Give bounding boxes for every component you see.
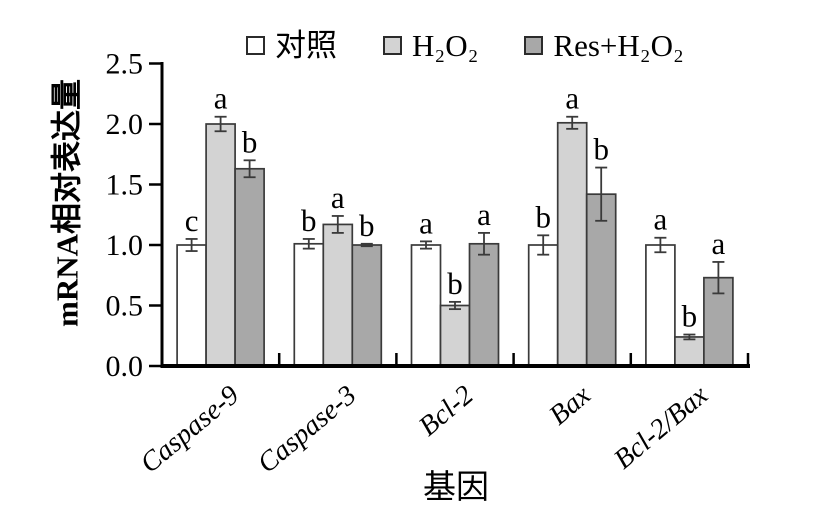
sig-letter: a: [419, 205, 433, 240]
bar: [585, 193, 617, 367]
bar: [527, 244, 559, 367]
sig-letter: b: [301, 203, 317, 238]
legend-swatch-control: [246, 36, 265, 55]
legend-label-res-h2o2: Res+H₂O₂: [553, 28, 684, 63]
legend-item-res-h2o2: Res+H₂O₂: [524, 28, 684, 63]
y-tick-label: 1.5: [106, 169, 144, 202]
y-tick-label: 1.0: [106, 229, 144, 262]
x-category-label: Caspase-3: [252, 380, 362, 480]
bar: [205, 123, 236, 367]
bar: [410, 244, 442, 367]
legend-label-h2o2: H₂O₂: [412, 28, 479, 63]
y-tick-label: 0.5: [106, 290, 144, 323]
bar: [322, 223, 354, 367]
sig-letter: c: [185, 203, 199, 238]
legend-swatch-res-h2o2: [524, 36, 544, 55]
sig-letter: b: [535, 199, 551, 234]
x-axis-title: 基因: [423, 470, 489, 506]
x-category-label: Bcl-2/Bax: [608, 379, 714, 475]
bar: [234, 167, 265, 367]
sig-letter: b: [682, 299, 698, 334]
legend-label-control: 对照: [275, 28, 337, 63]
sig-letter: b: [593, 132, 609, 167]
bar: [468, 242, 500, 367]
sig-letter: b: [359, 208, 375, 243]
y-tick-label: 2.5: [106, 48, 144, 81]
sig-letter: a: [477, 197, 491, 232]
legend-item-control: 对照: [246, 30, 337, 61]
legend-item-h2o2: H₂O₂: [383, 30, 478, 61]
bar: [674, 336, 705, 367]
sig-letter: a: [331, 180, 345, 215]
bar: [645, 244, 676, 367]
legend: 对照 H₂O₂ Res+H₂O₂: [246, 30, 684, 61]
x-category-label: Bcl-2: [413, 380, 479, 443]
bar: [293, 242, 325, 367]
sig-letter: a: [654, 202, 668, 237]
bar: [176, 244, 207, 367]
x-category-label: Bax: [543, 379, 597, 431]
sig-letter: a: [712, 226, 726, 261]
sig-letter: a: [214, 81, 228, 116]
y-tick-label: 0.0: [106, 350, 144, 383]
x-category-label: Caspase-9: [135, 380, 245, 480]
sig-letter: b: [242, 124, 258, 159]
bar: [351, 244, 383, 367]
bar: [556, 121, 588, 367]
bar: [439, 304, 471, 367]
sig-letter: b: [447, 266, 463, 301]
y-tick-label: 2.0: [106, 108, 144, 141]
sig-letter: a: [565, 81, 579, 116]
legend-swatch-h2o2: [383, 36, 402, 55]
